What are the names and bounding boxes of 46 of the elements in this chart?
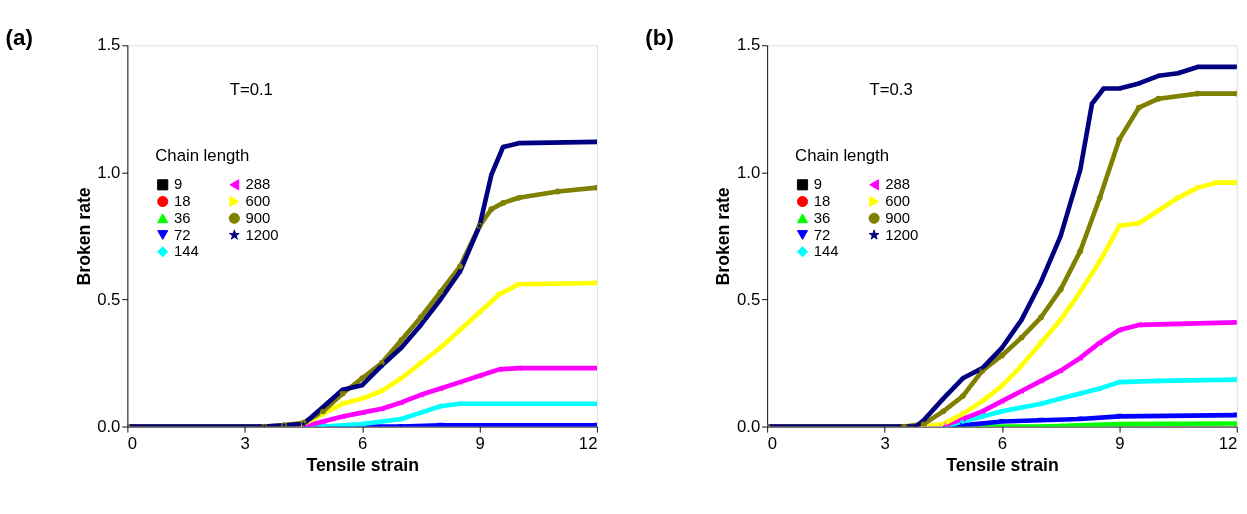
legend-label: 288 [245, 176, 271, 193]
x-tick-label: 3 [880, 434, 890, 454]
x-tick-label: 6 [358, 434, 368, 454]
legend-title: Chain length [155, 145, 250, 165]
y-axis-title: Broken rate [713, 187, 734, 286]
y-tick-label: 1.0 [97, 162, 121, 182]
legend-label: 9 [813, 176, 822, 193]
y-tick-label: 0.5 [97, 289, 121, 309]
y-axis-title: Broken rate [73, 187, 94, 286]
x-tick-label: 0 [127, 434, 138, 454]
x-axis-title: Tensile strain [306, 454, 419, 475]
legend-label: 72 [173, 226, 191, 243]
y-tick-label: 1.0 [736, 162, 761, 182]
x-axis-title: Tensile strain [946, 454, 1059, 475]
x-tick-label: 12 [578, 434, 598, 454]
legend-label: 900 [885, 209, 911, 226]
legend-label: 36 [173, 209, 191, 226]
legend-label: 1200 [245, 226, 279, 243]
y-tick-label: 1.5 [736, 35, 761, 55]
legend-label: 36 [813, 209, 831, 226]
x-tick-label: 6 [997, 434, 1008, 454]
legend-label: 18 [173, 193, 191, 210]
legend-title: Chain length [795, 145, 889, 165]
y-tick-label: 0.0 [736, 416, 761, 436]
legend-label: 144 [173, 243, 199, 260]
x-tick-label: 3 [240, 434, 250, 454]
x-tick-label: 12 [1218, 434, 1238, 454]
chart-title: (b) [645, 25, 674, 51]
y-tick-label: 0.0 [97, 416, 121, 436]
legend-label: 288 [885, 176, 911, 193]
legend-label: 18 [813, 193, 831, 210]
legend-label: 1200 [885, 226, 919, 243]
legend-label: 600 [885, 193, 911, 210]
annotation: T=0.1 [229, 79, 273, 99]
legend-label: 9 [173, 176, 183, 193]
annotation: T=0.3 [869, 79, 913, 99]
y-tick-label: 1.5 [97, 35, 121, 55]
chart-title: (a) [5, 25, 33, 51]
legend-label: 144 [813, 243, 839, 260]
x-tick-label: 9 [1115, 434, 1125, 454]
legend-label: 900 [245, 209, 271, 226]
y-tick-label: 0.5 [736, 289, 761, 309]
x-tick-label: 9 [475, 434, 485, 454]
legend-label: 72 [813, 226, 831, 243]
x-tick-label: 0 [767, 434, 777, 454]
legend-label: 600 [245, 193, 271, 210]
